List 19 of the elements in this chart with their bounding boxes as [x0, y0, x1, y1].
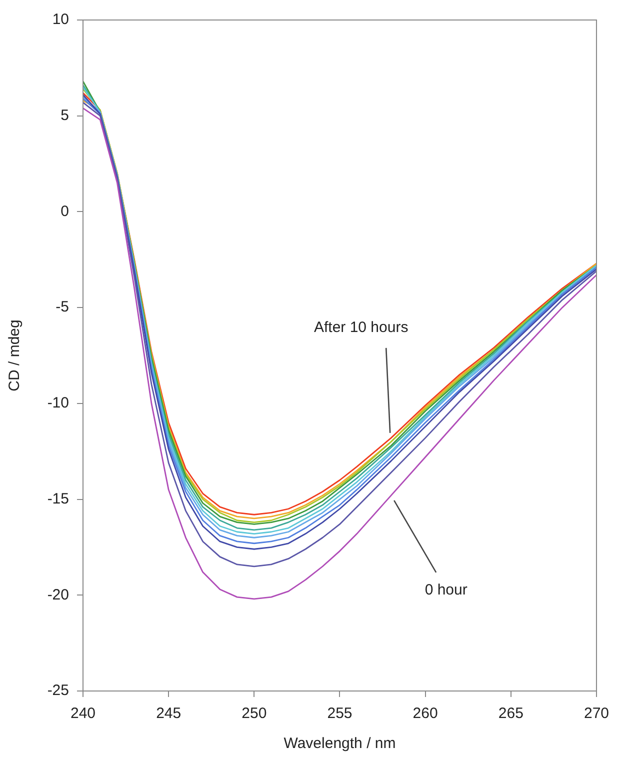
- annotation: 0 hour: [424, 582, 468, 599]
- y-tick-label: -10: [47, 394, 69, 412]
- y-tick-label: -5: [56, 298, 69, 316]
- x-tick-label: 270: [584, 705, 609, 722]
- x-tick-label: 255: [327, 705, 352, 722]
- y-tick-label: -25: [47, 682, 69, 700]
- x-tick-label: 260: [412, 705, 438, 722]
- annotation: After 10 hours: [314, 319, 408, 336]
- y-tick-label: 0: [60, 202, 69, 220]
- x-tick-label: 240: [70, 705, 96, 722]
- y-tick-label: -20: [47, 586, 69, 604]
- y-axis-title: CD / mdeg: [6, 320, 24, 392]
- x-axis-title: Wavelength / nm: [284, 735, 396, 752]
- x-tick-label: 265: [498, 705, 524, 722]
- y-tick-label: 5: [60, 107, 69, 124]
- x-tick-label: 245: [156, 705, 182, 722]
- y-tick-label: -15: [47, 490, 69, 508]
- y-tick-label: 10: [52, 11, 69, 28]
- x-tick-label: 250: [242, 705, 267, 722]
